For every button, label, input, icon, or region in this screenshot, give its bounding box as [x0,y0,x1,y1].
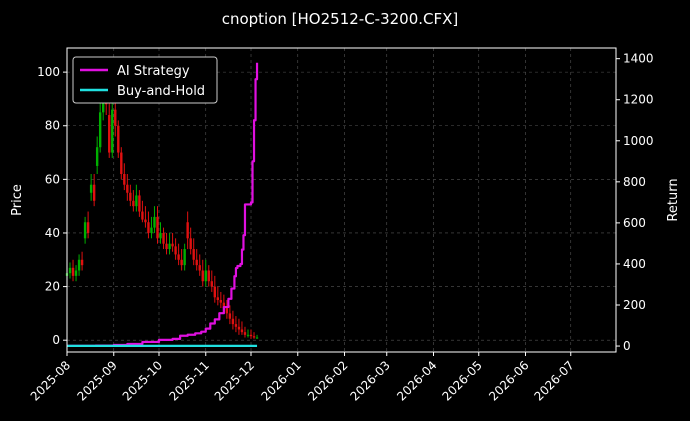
candle-body [246,334,250,336]
y-tick-label: 80 [45,119,60,133]
candle-body [201,270,204,282]
y2-tick-label: 400 [623,257,646,271]
candle-body [162,232,165,244]
candle-body [204,270,207,282]
candle-body [171,243,174,247]
candle-body [225,308,229,314]
candle-body [183,249,186,266]
y-axis-right: 0 200 400 600 800 1000 1200 1400 [616,52,654,353]
y-tick-label: 100 [37,65,60,79]
candle-body [101,98,105,113]
chart-title: cnoption [HO2512-C-3200.CFX] [222,10,459,28]
candle-body [228,313,232,319]
candle-body [147,222,150,233]
y-tick-label: 0 [52,333,60,347]
y-tick-label: 60 [45,172,60,186]
candle-body [156,216,159,239]
candle-body [117,125,120,153]
candle-body [237,326,241,330]
candle-body [68,267,72,274]
candle-body [165,243,168,250]
series-lines [67,62,259,347]
candle-body [123,173,126,185]
candle-body [138,195,141,212]
candle-body [219,299,223,303]
candle-body [186,222,189,239]
y2-tick-label: 1000 [623,134,654,148]
y-axis-left: 0 20 40 60 80 100 [37,65,67,347]
series-line-ai-strategy [67,62,259,347]
candle-body [198,265,201,271]
candle-body [92,184,96,201]
candle-body [135,195,138,207]
candle-body [255,337,259,339]
candle-body [83,222,87,239]
candle-body [132,200,135,207]
candle-body [141,211,144,220]
candle-body [71,267,75,276]
candle-body [168,243,171,250]
candle-body [126,184,129,193]
candle-body [89,184,93,193]
candle-body [80,259,84,266]
y-tick-label: 20 [45,280,60,294]
legend: AI Strategy Buy-and-Hold [72,56,218,104]
candle-body [189,238,192,250]
candle-body [120,152,123,174]
candle-body [195,259,198,266]
candle-body [74,270,78,276]
y2-tick-label: 200 [623,298,646,312]
candle-body [77,259,81,271]
candle-body [153,216,156,228]
candle-body [98,112,102,148]
candle-body [150,227,153,233]
legend-label-ai-strategy: AI Strategy [117,64,190,79]
candle-body [174,246,177,255]
y2-tick-label: 1400 [623,52,654,66]
candle-body [114,109,117,126]
candle-body [111,109,114,153]
candle-body [249,334,253,337]
candle-body [231,318,235,325]
candle-body [129,192,132,201]
candle-body [216,297,220,300]
candle-body [108,115,111,153]
candle-body [180,259,183,266]
candle-body [86,222,90,233]
legend-label-buy-and-hold: Buy-and-Hold [117,84,205,99]
y2-axis-label: Return [666,178,681,221]
candle-body [234,324,238,327]
candle-body [252,336,256,338]
candle-body [213,286,217,298]
y2-tick-label: 1200 [623,93,654,107]
candle-body [210,281,213,287]
y2-tick-label: 600 [623,216,646,230]
candlesticks [65,72,259,339]
y-axis-label: Price [10,184,25,216]
candle-body [144,219,147,223]
candle-body [159,232,162,239]
y2-tick-label: 800 [623,175,646,189]
y2-tick-label: 0 [623,339,631,353]
candle-body [222,302,226,309]
legend-box [72,56,218,104]
candle-body [207,270,210,282]
candle-body [192,249,195,260]
candle-body [177,254,180,260]
y-tick-label: 40 [45,226,60,240]
candle-body [95,147,99,166]
candle-body [240,329,244,333]
plot-frame [66,47,617,353]
candle-body [243,332,247,335]
